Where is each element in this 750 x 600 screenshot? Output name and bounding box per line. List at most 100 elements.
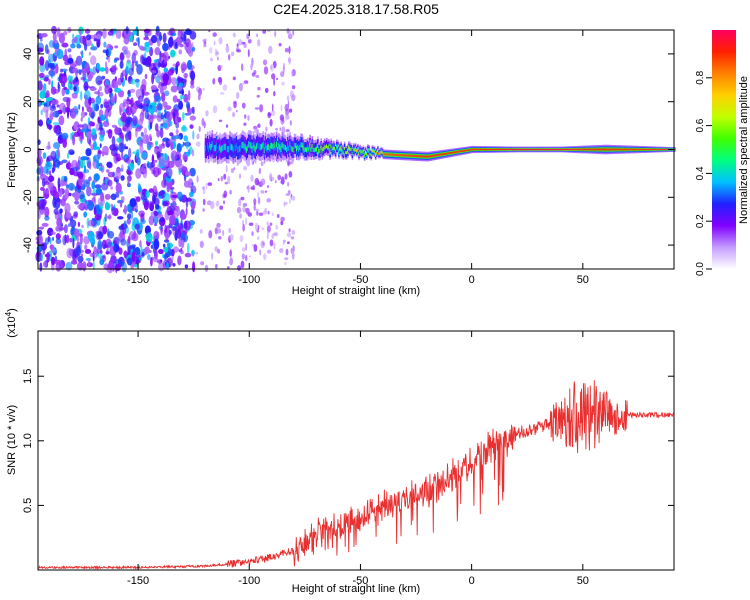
noise-speckle (84, 62, 90, 74)
band-cell (300, 142, 302, 148)
noise-speckle (70, 43, 76, 49)
noise-speckle (88, 52, 91, 56)
band-cell (601, 148, 604, 151)
noise-speckle (273, 242, 276, 250)
noise-speckle (240, 260, 245, 269)
noise-speckle (180, 213, 187, 220)
band-cell (418, 155, 420, 158)
noise-speckle (253, 244, 258, 252)
noise-speckle (268, 45, 273, 55)
band-cell (493, 148, 496, 151)
noise-speckle (205, 110, 209, 117)
noise-speckle (149, 133, 152, 141)
band-cell (399, 154, 401, 157)
band-cell (536, 148, 538, 151)
noise-speckle (170, 141, 174, 151)
noise-speckle (178, 153, 182, 158)
noise-speckle (107, 30, 114, 36)
noise-speckle (257, 191, 259, 199)
noise-speckle (53, 125, 58, 134)
band-cell (479, 148, 481, 151)
noise-speckle (147, 254, 151, 261)
band-cell (231, 144, 234, 151)
noise-speckle (51, 167, 55, 174)
noise-speckle (189, 167, 196, 177)
noise-speckle (261, 227, 265, 231)
noise-speckle (111, 206, 115, 212)
noise-speckle (120, 175, 125, 181)
x-tick-label: -50 (352, 575, 368, 587)
band-cell (531, 148, 534, 151)
band-cell (588, 148, 590, 151)
noise-speckle (59, 208, 63, 214)
noise-speckle (262, 59, 268, 66)
noise-speckle (211, 252, 214, 260)
noise-speckle (167, 30, 174, 36)
noise-speckle (199, 229, 203, 234)
band-cell (497, 148, 499, 151)
noise-speckle (180, 239, 185, 249)
band-cell (469, 149, 471, 151)
band-cell (438, 153, 440, 156)
band-cell (390, 153, 393, 156)
noise-speckle (257, 196, 261, 205)
snr-y-axis: 0.5 1.0 1.5 (22, 369, 674, 513)
band-cell (323, 145, 326, 150)
band-cell (357, 148, 359, 152)
noise-speckle (192, 106, 195, 115)
noise-speckle (288, 171, 293, 178)
noise-speckle (196, 175, 199, 183)
noise-speckle (98, 162, 103, 167)
noise-speckle (93, 192, 96, 203)
noise-speckle (170, 50, 177, 57)
noise-speckle (180, 247, 183, 252)
noise-speckle (274, 179, 277, 184)
noise-speckle (93, 246, 98, 255)
noise-speckle (107, 108, 112, 118)
band-cell (215, 143, 218, 150)
y-tick-label: 1.0 (22, 433, 34, 448)
band-cell (674, 149, 676, 151)
noise-speckle (80, 90, 83, 101)
band-cell (384, 153, 387, 156)
noise-speckle (258, 212, 264, 216)
noise-speckle (107, 179, 113, 187)
band-cell (373, 150, 376, 153)
noise-speckle (93, 173, 100, 182)
noise-speckle (127, 213, 131, 220)
noise-speckle (178, 82, 184, 88)
band-cell (618, 148, 620, 151)
band-cell (430, 155, 433, 158)
band-cell (666, 148, 668, 150)
noise-speckle (44, 44, 49, 54)
noise-speckle (230, 51, 235, 57)
noise-speckle (230, 168, 235, 174)
noise-speckle (132, 151, 138, 155)
band-cell (523, 148, 526, 151)
noise-speckle (114, 208, 119, 216)
noise-speckle (126, 60, 132, 70)
band-cell (245, 146, 248, 153)
band-cell (652, 148, 655, 151)
noise-speckle (232, 76, 236, 81)
band-cell (543, 148, 546, 151)
noise-speckle (50, 71, 54, 79)
noise-speckle (74, 200, 80, 205)
band-cell (647, 148, 649, 151)
noise-speckle (70, 75, 73, 81)
noise-speckle (106, 118, 109, 123)
noise-speckle (113, 243, 120, 253)
noise-speckle (253, 70, 257, 75)
noise-speckle (114, 45, 119, 49)
noise-speckle (257, 236, 260, 240)
noise-speckle (50, 150, 57, 160)
noise-speckle (200, 261, 205, 266)
noise-speckle (168, 139, 172, 144)
noise-speckle (254, 107, 260, 110)
noise-speckle (263, 253, 267, 260)
noise-speckle (58, 227, 65, 231)
band-cell (250, 142, 252, 149)
noise-speckle (164, 224, 168, 234)
noise-speckle (137, 36, 140, 48)
noise-speckle (275, 128, 278, 131)
